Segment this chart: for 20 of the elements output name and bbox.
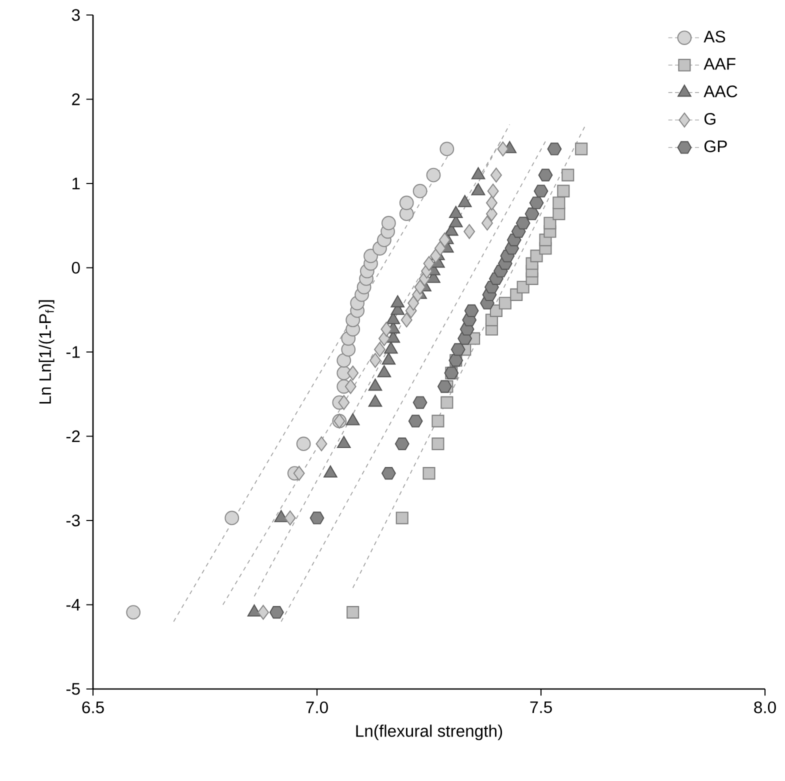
legend-label: AAC: [704, 85, 738, 98]
x-tick-label: 7.5: [530, 701, 552, 714]
legend-label: AS: [704, 30, 726, 43]
y-tick-label: 1: [72, 178, 80, 190]
y-tick-label: -5: [66, 683, 80, 695]
x-tick-label: 8.0: [754, 701, 776, 714]
x-tick-label: 7.0: [306, 701, 328, 714]
legend-label: G: [704, 112, 716, 125]
y-tick-label: -4: [66, 599, 80, 610]
y-tick-label: -3: [66, 514, 80, 526]
y-tick-label: 0: [72, 262, 80, 274]
y-tick-label: -1: [66, 346, 80, 358]
y-tick-label: -2: [66, 430, 80, 442]
y-tick-label: 2: [72, 93, 80, 106]
y-tick-label: 3: [72, 9, 80, 21]
x-axis-title: Ln(flexural strength): [356, 724, 502, 740]
legend-label: AAF: [704, 58, 736, 70]
y-axis-title: Ln Ln[1/(1-P$_{f}$)]: [38, 300, 54, 404]
x-tick-label: 6.5: [82, 701, 104, 714]
legend-label: GP: [704, 140, 727, 152]
